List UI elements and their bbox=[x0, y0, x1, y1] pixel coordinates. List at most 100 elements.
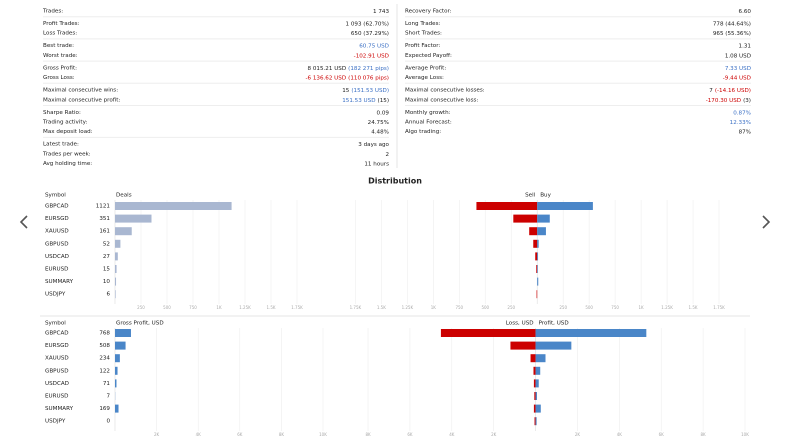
bar bbox=[535, 366, 541, 375]
value-label: 10 bbox=[103, 279, 111, 285]
bar bbox=[115, 290, 116, 299]
stat-value-main: 6.60 bbox=[739, 9, 752, 15]
x-tick-label: 2K bbox=[491, 432, 497, 437]
stat-value: 15 (151.53 USD) bbox=[342, 88, 389, 94]
x-tick-label: 1.25K bbox=[239, 305, 251, 310]
value-label: 15 bbox=[103, 267, 111, 273]
symbol-label: EURUSD bbox=[45, 267, 68, 273]
stat-value-main: -6 136.62 USD bbox=[305, 75, 346, 81]
stat-value: 1 743 bbox=[373, 9, 389, 15]
symbol-label: XAUUSD bbox=[45, 229, 69, 235]
x-tick-label: 2K bbox=[154, 432, 160, 437]
bar bbox=[535, 379, 539, 388]
bar bbox=[536, 290, 538, 299]
bar bbox=[115, 252, 118, 261]
stat-value-main: 4.48% bbox=[371, 129, 389, 135]
value-label: 7 bbox=[106, 394, 110, 400]
stat-label: Maximal consecutive loss: bbox=[405, 97, 478, 103]
stat-value: 8 015.21 USD (182 271 pips) bbox=[308, 65, 390, 71]
distribution-title: Distribution bbox=[368, 177, 422, 186]
stat-value: 1.08 USD bbox=[725, 53, 751, 59]
stat-value: 650 (37.29%) bbox=[351, 31, 389, 37]
bar bbox=[115, 379, 117, 388]
stat-value-main: 650 (37.29%) bbox=[351, 31, 389, 37]
stat-label: Long Trades: bbox=[405, 21, 441, 27]
bar bbox=[537, 214, 550, 223]
stat-value-main: 7.33 USD bbox=[725, 65, 751, 71]
stat-value-main: 87% bbox=[739, 129, 751, 135]
value-label: 71 bbox=[103, 381, 111, 387]
x-tick-label: 1.75K bbox=[291, 305, 303, 310]
stat-value-main: -9.44 USD bbox=[723, 75, 751, 81]
bar bbox=[115, 341, 126, 350]
x-tick-label: 4K bbox=[617, 432, 623, 437]
value-label: 6 bbox=[106, 292, 110, 298]
symbol-label: EURUSD bbox=[45, 394, 68, 400]
stat-value-detail: (151.53 USD) bbox=[351, 88, 389, 94]
x-tick-label: 2K bbox=[575, 432, 581, 437]
stat-value-main: 1.31 bbox=[739, 43, 752, 49]
x-tick-label: 10K bbox=[741, 432, 749, 437]
x-tick-label: 10K bbox=[319, 432, 327, 437]
symbol-label: GBPUSD bbox=[45, 241, 69, 247]
stat-value: 2 bbox=[385, 151, 389, 157]
stat-value: 11 hours bbox=[364, 161, 389, 167]
bar bbox=[537, 277, 539, 286]
symbol-label: USDCAD bbox=[45, 254, 69, 260]
next-arrow[interactable] bbox=[762, 215, 771, 229]
symbol-label: USDJPY bbox=[45, 292, 66, 298]
bar bbox=[115, 202, 232, 210]
stat-value-main: 7 bbox=[709, 88, 713, 94]
x-tick-label: 8K bbox=[365, 432, 371, 437]
bar bbox=[529, 227, 538, 236]
bar bbox=[115, 329, 131, 337]
x-tick-label: 1K bbox=[216, 305, 222, 310]
bar bbox=[535, 354, 546, 363]
stat-value-main: 11 hours bbox=[364, 161, 389, 167]
symbol-label: GBPUSD bbox=[45, 368, 69, 374]
x-tick-label: 750 bbox=[455, 305, 463, 310]
chart-title: Deals bbox=[116, 193, 132, 199]
bar bbox=[537, 265, 538, 273]
stat-label: Monthly growth: bbox=[405, 110, 451, 116]
bar bbox=[513, 214, 538, 223]
stat-label: Expected Payoff: bbox=[405, 53, 452, 59]
stat-value: 12.33% bbox=[730, 120, 751, 126]
stat-value-main: 1.08 USD bbox=[725, 53, 751, 59]
stat-label: Profit Factor: bbox=[405, 43, 440, 49]
stat-value-main: 12.33% bbox=[730, 120, 751, 126]
stat-value-main: 60.75 USD bbox=[359, 43, 389, 49]
value-label: 0 bbox=[106, 419, 110, 425]
stat-label: Sharpe Ratio: bbox=[43, 110, 81, 116]
stat-label: Maximal consecutive wins: bbox=[43, 88, 118, 94]
x-tick-label: 1.25K bbox=[661, 305, 673, 310]
stat-value-main: 3 days ago bbox=[358, 142, 389, 148]
bar bbox=[115, 214, 152, 223]
value-label: 508 bbox=[99, 343, 110, 349]
x-tick-label: 6K bbox=[659, 432, 665, 437]
stat-label: Maximal consecutive profit: bbox=[43, 97, 120, 103]
column-header: Symbol bbox=[45, 193, 66, 199]
stat-value: 965 (55.36%) bbox=[713, 31, 751, 37]
x-tick-label: 6K bbox=[407, 432, 413, 437]
x-tick-label: 8K bbox=[701, 432, 707, 437]
stat-label: Gross Profit: bbox=[43, 65, 77, 71]
x-tick-label: 250 bbox=[507, 305, 515, 310]
stat-value-detail: (110 076 pips) bbox=[348, 75, 389, 81]
stat-value-main: 965 (55.36%) bbox=[713, 31, 751, 37]
chart-title: Gross Profit, USD bbox=[116, 321, 164, 327]
stat-value-main: 24.75% bbox=[368, 120, 389, 126]
stat-value-main: 2 bbox=[385, 151, 389, 157]
column-header: Symbol bbox=[45, 321, 66, 327]
stat-label: Average Loss: bbox=[405, 75, 444, 81]
stat-label: Avg holding time: bbox=[43, 161, 92, 167]
stat-value: 0.87% bbox=[733, 110, 751, 116]
stat-value: 6.60 bbox=[739, 9, 752, 15]
stat-label: Annual Forecast: bbox=[405, 120, 452, 126]
prev-arrow[interactable] bbox=[19, 215, 28, 229]
stat-value: 151.53 USD (15) bbox=[342, 97, 389, 103]
stat-value: 3 days ago bbox=[358, 142, 389, 148]
stat-label: Trades per week: bbox=[42, 151, 91, 157]
